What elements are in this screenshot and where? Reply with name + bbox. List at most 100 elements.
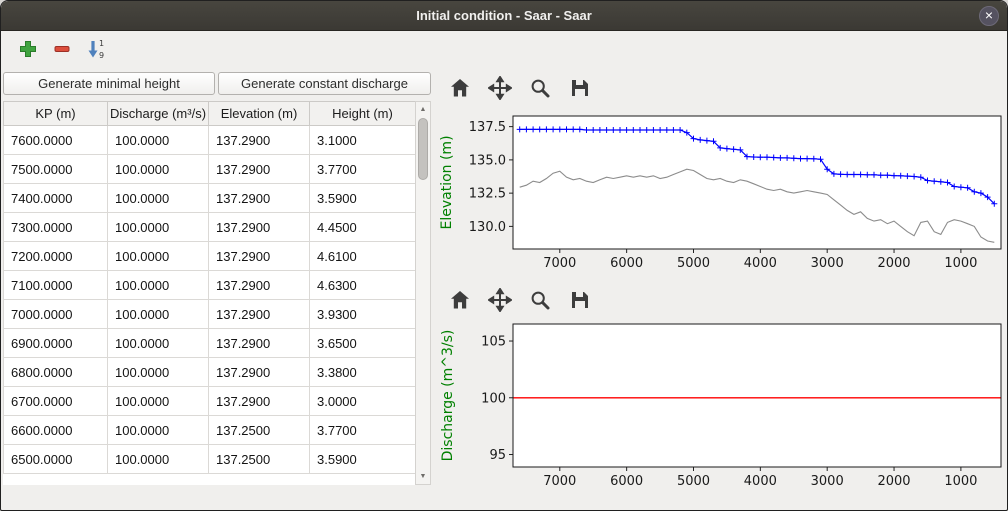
table-row[interactable]: 6700.0000100.0000137.29003.0000 (4, 387, 416, 416)
scroll-up-arrow-icon[interactable]: ▲ (417, 103, 429, 116)
table-cell[interactable]: 137.2900 (209, 329, 310, 358)
table-cell[interactable]: 7400.0000 (4, 184, 108, 213)
generate-minimal-height-button[interactable]: Generate minimal height (3, 72, 215, 95)
table-cell[interactable]: 3.5900 (310, 445, 416, 474)
table-cell[interactable]: 3.0000 (310, 387, 416, 416)
table-cell[interactable]: 100.0000 (108, 184, 209, 213)
table-cell[interactable]: 100.0000 (108, 271, 209, 300)
table-cell[interactable]: 6900.0000 (4, 329, 108, 358)
table-body: 7600.0000100.0000137.29003.10007500.0000… (4, 126, 416, 474)
table-cell[interactable]: 7200.0000 (4, 242, 108, 271)
svg-text:9: 9 (99, 51, 104, 60)
table-cell[interactable]: 3.7700 (310, 416, 416, 445)
table-cell[interactable]: 3.3800 (310, 358, 416, 387)
generate-constant-discharge-button[interactable]: Generate constant discharge (218, 72, 431, 95)
pan-button[interactable] (487, 287, 513, 313)
table-cell[interactable]: 4.6100 (310, 242, 416, 271)
pan-button[interactable] (487, 75, 513, 101)
svg-text:4000: 4000 (744, 474, 777, 489)
zoom-button[interactable] (527, 75, 553, 101)
table-cell[interactable]: 7100.0000 (4, 271, 108, 300)
column-header-height[interactable]: Height (m) (310, 102, 416, 126)
svg-text:2000: 2000 (877, 256, 910, 271)
save-icon (568, 288, 592, 312)
svg-text:95: 95 (489, 448, 506, 463)
table-cell[interactable]: 137.2900 (209, 155, 310, 184)
window-title: Initial condition - Saar - Saar (416, 8, 592, 23)
home-button[interactable] (447, 75, 473, 101)
table-row[interactable]: 7500.0000100.0000137.29003.7700 (4, 155, 416, 184)
table-cell[interactable]: 6700.0000 (4, 387, 108, 416)
column-header-elevation[interactable]: Elevation (m) (209, 102, 310, 126)
table-cell[interactable]: 100.0000 (108, 445, 209, 474)
svg-text:5000: 5000 (677, 256, 710, 271)
save-button[interactable] (567, 75, 593, 101)
svg-text:3000: 3000 (811, 474, 844, 489)
table-row[interactable]: 7300.0000100.0000137.29004.4500 (4, 213, 416, 242)
table-cell[interactable]: 137.2500 (209, 445, 310, 474)
scroll-down-arrow-icon[interactable]: ▼ (417, 470, 429, 483)
scrollbar-thumb[interactable] (418, 118, 428, 180)
table-cell[interactable]: 137.2900 (209, 184, 310, 213)
table-cell[interactable]: 6600.0000 (4, 416, 108, 445)
table-cell[interactable]: 137.2900 (209, 271, 310, 300)
table-cell[interactable]: 100.0000 (108, 242, 209, 271)
table-cell[interactable]: 6500.0000 (4, 445, 108, 474)
table-cell[interactable]: 137.2500 (209, 416, 310, 445)
table-cell[interactable]: 3.1000 (310, 126, 416, 155)
table-cell[interactable]: 100.0000 (108, 213, 209, 242)
table-cell[interactable]: 137.2900 (209, 387, 310, 416)
close-button[interactable]: × (979, 6, 999, 26)
table-cell[interactable]: 3.9300 (310, 300, 416, 329)
elevation-plot[interactable]: 7000600050004000300020001000137.5135.013… (437, 105, 1008, 277)
svg-text:7000: 7000 (543, 256, 576, 271)
button-label: Generate minimal height (38, 76, 180, 91)
home-button[interactable] (447, 287, 473, 313)
titlebar[interactable]: Initial condition - Saar - Saar × (1, 1, 1007, 31)
svg-text:2000: 2000 (877, 474, 910, 489)
table-cell[interactable]: 100.0000 (108, 329, 209, 358)
table-row[interactable]: 6800.0000100.0000137.29003.3800 (4, 358, 416, 387)
table-cell[interactable]: 100.0000 (108, 126, 209, 155)
svg-text:1000: 1000 (944, 256, 977, 271)
table-cell[interactable]: 7000.0000 (4, 300, 108, 329)
table-row[interactable]: 7400.0000100.0000137.29003.5900 (4, 184, 416, 213)
table-cell[interactable]: 100.0000 (108, 358, 209, 387)
table-cell[interactable]: 3.5900 (310, 184, 416, 213)
table-row[interactable]: 7200.0000100.0000137.29004.6100 (4, 242, 416, 271)
table-cell[interactable]: 3.6500 (310, 329, 416, 358)
add-row-button[interactable] (15, 36, 41, 62)
table-cell[interactable]: 137.2900 (209, 242, 310, 271)
table-cell[interactable]: 6800.0000 (4, 358, 108, 387)
table-cell[interactable]: 137.2900 (209, 213, 310, 242)
table-cell[interactable]: 137.2900 (209, 300, 310, 329)
table-row[interactable]: 6600.0000100.0000137.25003.7700 (4, 416, 416, 445)
table-cell[interactable]: 100.0000 (108, 387, 209, 416)
table-cell[interactable]: 137.2900 (209, 126, 310, 155)
table-cell[interactable]: 100.0000 (108, 416, 209, 445)
sort-rows-button[interactable]: 1 9 (83, 36, 109, 62)
column-header-kp[interactable]: KP (m) (4, 102, 108, 126)
table-cell[interactable]: 137.2900 (209, 358, 310, 387)
table-cell[interactable]: 4.6300 (310, 271, 416, 300)
table-row[interactable]: 7600.0000100.0000137.29003.1000 (4, 126, 416, 155)
table-cell[interactable]: 3.7700 (310, 155, 416, 184)
discharge-plot[interactable]: 700060005000400030002000100010510095Disc… (437, 315, 1008, 493)
row-edit-toolbar: 1 9 (1, 31, 437, 67)
zoom-icon (528, 76, 552, 100)
table-cell[interactable]: 7500.0000 (4, 155, 108, 184)
table-row[interactable]: 7000.0000100.0000137.29003.9300 (4, 300, 416, 329)
table-cell[interactable]: 7300.0000 (4, 213, 108, 242)
table-row[interactable]: 6500.0000100.0000137.25003.5900 (4, 445, 416, 474)
table-row[interactable]: 7100.0000100.0000137.29004.6300 (4, 271, 416, 300)
table-cell[interactable]: 100.0000 (108, 300, 209, 329)
column-header-discharge[interactable]: Discharge (m³/s) (108, 102, 209, 126)
table-row[interactable]: 6900.0000100.0000137.29003.6500 (4, 329, 416, 358)
zoom-button[interactable] (527, 287, 553, 313)
table-cell[interactable]: 100.0000 (108, 155, 209, 184)
save-button[interactable] (567, 287, 593, 313)
table-scrollbar[interactable]: ▲ ▼ (415, 101, 431, 485)
table-cell[interactable]: 7600.0000 (4, 126, 108, 155)
remove-row-button[interactable] (49, 36, 75, 62)
table-cell[interactable]: 4.4500 (310, 213, 416, 242)
